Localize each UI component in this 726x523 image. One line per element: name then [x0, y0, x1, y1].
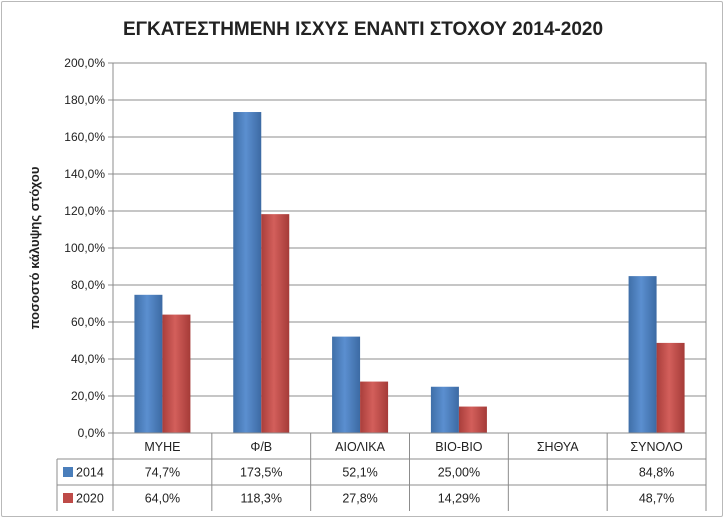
bar-2020 [656, 342, 685, 433]
bar-2020 [162, 314, 191, 433]
data-label: 25,00% [438, 466, 480, 480]
bar-2020 [458, 406, 487, 433]
y-axis-ticks: 0,0% 20,0% 40,0% 60,0% 80,0% 100,0% 120,0% 140,… [64, 56, 105, 440]
category-label: ΣΥΝΟΛΟ [630, 440, 683, 454]
data-label: 173,5% [240, 466, 282, 480]
y-tick-label: 180,0% [64, 93, 105, 107]
legend-swatch-2014 [63, 467, 73, 477]
data-label: 118,3% [241, 492, 282, 506]
data-label: 48,7% [639, 492, 674, 506]
y-tick-label: 60,0% [71, 315, 105, 329]
y-tick-label: 160,0% [64, 130, 105, 144]
y-tick-label: 120,0% [64, 204, 105, 218]
category-label: ΣΗΘΥΑ [537, 440, 579, 454]
bar-2020 [360, 381, 389, 433]
category-label: ΑΙΟΛΙΚΑ [335, 440, 385, 454]
category-label: ΜΥΗΕ [144, 440, 180, 454]
bar-2020 [261, 214, 290, 433]
y-axis-label: ποσοστό κάλυψης στόχου [27, 166, 42, 329]
legend-label-2014: 2014 [76, 466, 104, 480]
category-label: Φ/Β [250, 440, 272, 454]
y-tick-label: 200,0% [64, 56, 105, 70]
gridlines [108, 62, 707, 434]
y-tick-label: 40,0% [71, 352, 105, 366]
bar-2014 [332, 336, 361, 433]
bar-2014 [134, 294, 163, 433]
y-tick-label: 140,0% [64, 167, 105, 181]
bar-2014 [430, 386, 459, 433]
bars [134, 112, 685, 434]
y-tick-label: 20,0% [71, 389, 105, 403]
category-label: ΒΙΟ-ΒΙΟ [435, 440, 483, 454]
y-tick-label: 0,0% [78, 426, 106, 440]
y-tick-label: 100,0% [64, 241, 105, 255]
data-label: 14,29% [438, 492, 480, 506]
data-label: 84,8% [639, 466, 674, 480]
bar-2014 [628, 276, 657, 433]
data-table: ΜΥΗΕ Φ/Β ΑΙΟΛΙΚΑ ΒΙΟ-ΒΙΟ ΣΗΘΥΑ ΣΥΝΟΛΟ 2014 74,7… [56, 432, 707, 511]
chart-title: ΕΓΚΑΤΕΣΤΗΜΕΝΗ ΙΣΧΥΣ ΕΝΑΝΤΙ ΣΤΟΧΟΥ 2014-2… [123, 19, 603, 40]
data-label: 64,0% [145, 492, 180, 506]
data-label: 27,8% [342, 492, 377, 506]
data-label: 74,7% [145, 466, 180, 480]
legend-swatch-2020 [63, 493, 73, 503]
bar-2014 [233, 112, 262, 434]
y-tick-label: 80,0% [71, 278, 105, 292]
data-label: 52,1% [342, 466, 377, 480]
legend-label-2020: 2020 [76, 492, 104, 506]
